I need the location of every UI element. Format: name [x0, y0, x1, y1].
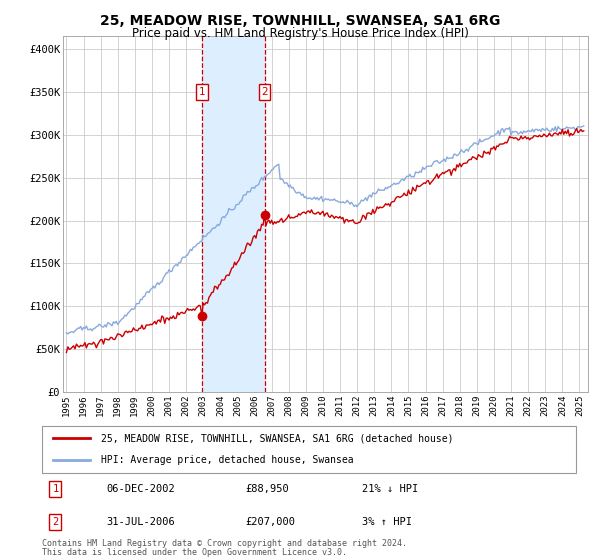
Text: £88,950: £88,950 — [245, 484, 289, 494]
Text: 25, MEADOW RISE, TOWNHILL, SWANSEA, SA1 6RG: 25, MEADOW RISE, TOWNHILL, SWANSEA, SA1 … — [100, 14, 500, 28]
Text: 25, MEADOW RISE, TOWNHILL, SWANSEA, SA1 6RG (detached house): 25, MEADOW RISE, TOWNHILL, SWANSEA, SA1 … — [101, 433, 453, 444]
Text: 1: 1 — [52, 484, 58, 494]
Text: 31-JUL-2006: 31-JUL-2006 — [106, 517, 175, 527]
Text: 21% ↓ HPI: 21% ↓ HPI — [362, 484, 419, 494]
Text: This data is licensed under the Open Government Licence v3.0.: This data is licensed under the Open Gov… — [42, 548, 347, 557]
Text: 2: 2 — [261, 87, 268, 97]
Text: 06-DEC-2002: 06-DEC-2002 — [106, 484, 175, 494]
Text: £207,000: £207,000 — [245, 517, 295, 527]
Text: 1: 1 — [199, 87, 205, 97]
Text: HPI: Average price, detached house, Swansea: HPI: Average price, detached house, Swan… — [101, 455, 353, 465]
Text: Contains HM Land Registry data © Crown copyright and database right 2024.: Contains HM Land Registry data © Crown c… — [42, 539, 407, 548]
Text: 3% ↑ HPI: 3% ↑ HPI — [362, 517, 412, 527]
Text: Price paid vs. HM Land Registry's House Price Index (HPI): Price paid vs. HM Land Registry's House … — [131, 27, 469, 40]
Bar — [202, 36, 265, 392]
Text: 2: 2 — [52, 517, 58, 527]
